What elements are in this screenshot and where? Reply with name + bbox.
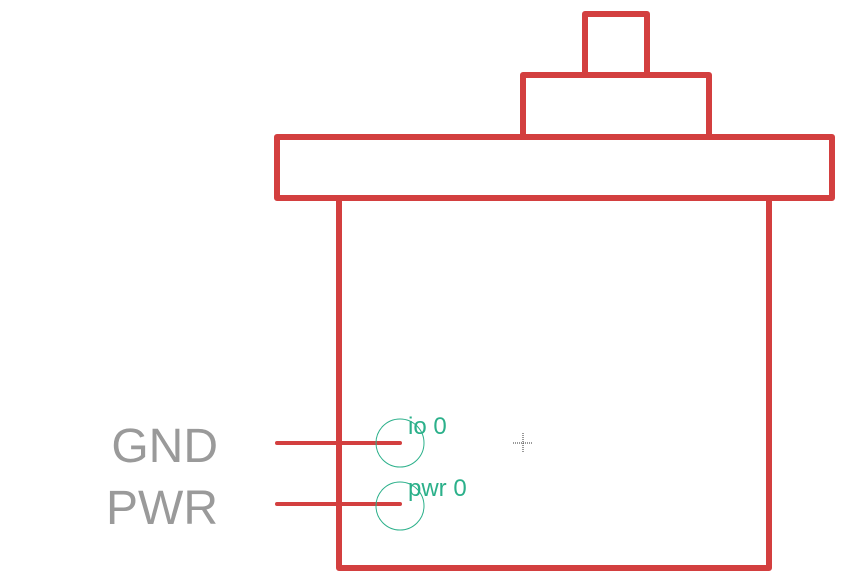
pin-pwr-label: PWR: [106, 482, 218, 535]
pin-gnd-id: io 0: [408, 413, 447, 440]
output-shaft: [582, 11, 650, 78]
motor-body: [336, 195, 772, 571]
mounting-flange: [274, 134, 835, 201]
component-symbol: [274, 11, 835, 571]
pin-pwr[interactable]: PWR pwr 0: [106, 475, 467, 535]
pin-pwr-connector[interactable]: [375, 481, 425, 531]
pin-gnd-connector[interactable]: [375, 418, 425, 468]
pin-gnd[interactable]: GND io 0: [111, 413, 446, 473]
origin-crosshair-icon: [513, 433, 533, 453]
pin-pwr-id: pwr 0: [408, 475, 467, 502]
pin-gnd-label: GND: [111, 420, 218, 473]
shaft-base: [520, 72, 712, 140]
